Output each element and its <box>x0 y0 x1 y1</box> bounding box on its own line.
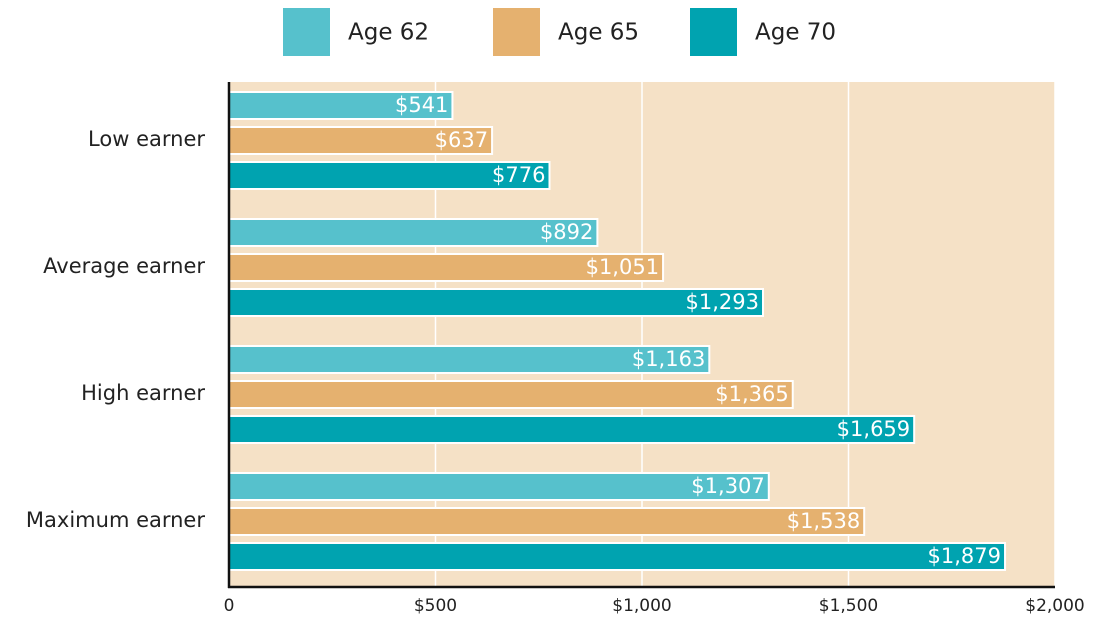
bar <box>228 507 866 536</box>
category-label: High earner <box>81 381 205 405</box>
bar <box>228 542 1007 571</box>
legend-label: Age 65 <box>558 20 639 46</box>
legend-swatch <box>690 8 737 56</box>
legend-swatch <box>283 8 330 56</box>
value-label: $541 <box>395 93 448 117</box>
x-tick-label: $1,500 <box>819 596 878 616</box>
bar <box>228 126 494 155</box>
bar <box>228 345 711 374</box>
bar <box>228 288 765 317</box>
x-tick-label: $500 <box>414 596 457 616</box>
value-label: $1,307 <box>691 474 764 498</box>
value-label: $1,163 <box>632 347 705 371</box>
value-label: $892 <box>540 220 593 244</box>
value-label: $1,659 <box>837 417 910 441</box>
value-label: $1,538 <box>787 509 860 533</box>
bar <box>228 161 551 190</box>
legend-label: Age 62 <box>348 20 429 46</box>
value-label: $1,365 <box>715 382 788 406</box>
value-label: $1,293 <box>686 290 759 314</box>
value-label: $637 <box>435 128 488 152</box>
bar <box>228 472 770 501</box>
value-label: $776 <box>492 163 545 187</box>
bar <box>228 415 916 444</box>
legend-label: Age 70 <box>755 20 836 46</box>
bar <box>228 253 665 282</box>
legend-swatch <box>493 8 540 56</box>
value-label: $1,051 <box>586 255 659 279</box>
category-label: Low earner <box>88 127 205 151</box>
x-tick-label: 0 <box>224 596 235 616</box>
value-label: $1,879 <box>928 544 1001 568</box>
category-label: Average earner <box>43 254 205 278</box>
bar <box>228 380 794 409</box>
x-tick-label: $1,000 <box>612 596 671 616</box>
category-label: Maximum earner <box>26 508 205 532</box>
x-tick-label: $2,000 <box>1025 596 1084 616</box>
